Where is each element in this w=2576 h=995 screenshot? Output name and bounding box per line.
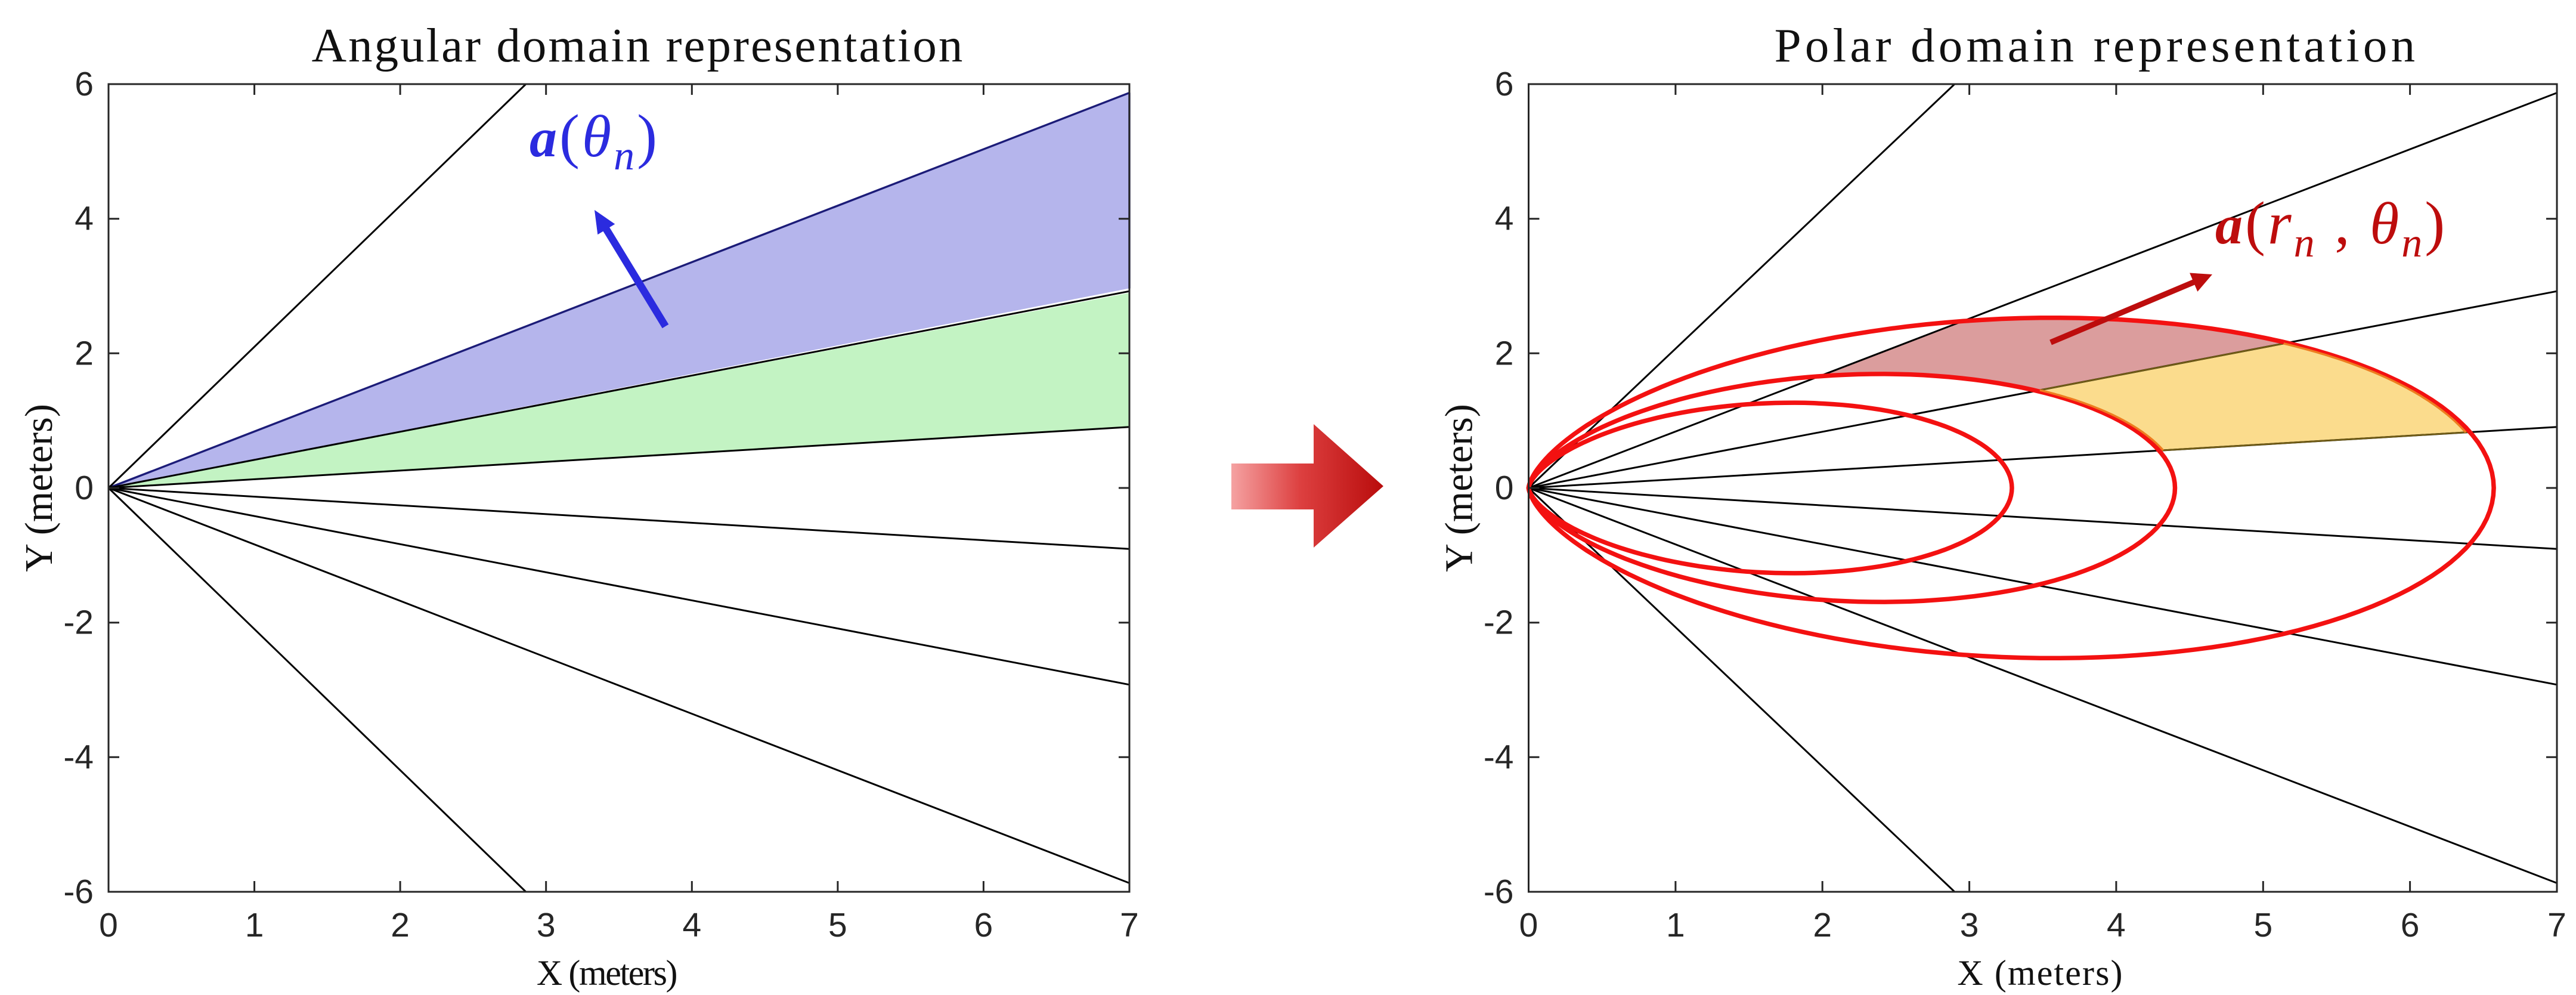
svg-text:X (meters): X (meters) <box>537 953 677 993</box>
svg-text:2: 2 <box>75 334 94 372</box>
svg-text:6: 6 <box>974 906 993 944</box>
svg-text:0: 0 <box>75 469 94 507</box>
svg-text:-4: -4 <box>1484 738 1514 776</box>
svg-text:7: 7 <box>2547 906 2566 944</box>
svg-text:2: 2 <box>1495 334 1514 372</box>
svg-text:5: 5 <box>2253 906 2272 944</box>
svg-text:-6: -6 <box>63 873 94 911</box>
svg-text:Y (meters): Y (meters) <box>1438 404 1481 572</box>
svg-text:2: 2 <box>1813 906 1832 944</box>
svg-text:6: 6 <box>1495 65 1514 103</box>
svg-text:1: 1 <box>1666 906 1685 944</box>
svg-text:0: 0 <box>99 906 118 944</box>
svg-text:Angular domain representation: Angular domain representation <box>312 18 965 72</box>
svg-text:0: 0 <box>1519 906 1538 944</box>
svg-text:X (meters): X (meters) <box>1957 953 2123 993</box>
svg-text:4: 4 <box>682 906 701 944</box>
svg-text:Y (meters): Y (meters) <box>17 404 61 572</box>
svg-text:7: 7 <box>1120 906 1139 944</box>
svg-text:4: 4 <box>75 200 94 238</box>
svg-text:1: 1 <box>245 906 264 944</box>
svg-text:6: 6 <box>75 65 94 103</box>
svg-text:0: 0 <box>1495 469 1514 507</box>
svg-text:-2: -2 <box>1484 604 1514 642</box>
svg-text:4: 4 <box>1495 200 1514 238</box>
svg-text:-4: -4 <box>63 738 94 776</box>
svg-text:6: 6 <box>2401 906 2420 944</box>
svg-text:-6: -6 <box>1484 873 1514 911</box>
svg-text:a(rn , θn): a(rn , θn) <box>2215 190 2447 266</box>
svg-text:3: 3 <box>537 906 556 944</box>
svg-text:5: 5 <box>828 906 847 944</box>
svg-text:Polar domain representation: Polar domain representation <box>1775 18 2419 72</box>
svg-text:2: 2 <box>391 906 410 944</box>
svg-text:3: 3 <box>1960 906 1979 944</box>
svg-text:-2: -2 <box>63 604 94 642</box>
svg-text:4: 4 <box>2107 906 2126 944</box>
svg-text:a(θn): a(θn) <box>530 103 660 179</box>
